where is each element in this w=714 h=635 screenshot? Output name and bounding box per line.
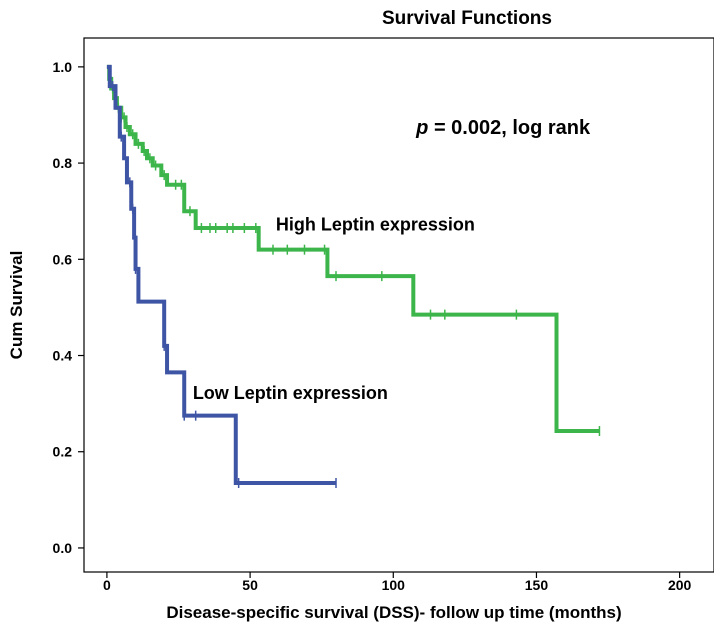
y-tick-label: 0.4 [53,348,73,364]
survival-curve-low [106,64,336,485]
x-tick-label: 200 [668,577,692,593]
x-axis-label: Disease-specific survival (DSS)- follow … [166,603,621,622]
chart-title: Survival Functions [382,8,552,29]
annotation-high-leptin: High Leptin expression [276,214,475,234]
y-tick-label: 0.0 [53,540,73,556]
series-low-leptin [106,64,337,488]
annotation-layer: High Leptin expression Low Leptin express… [193,117,591,403]
y-tick-label: 0.6 [53,251,73,267]
x-axis: 0 50 100 150 200 [103,572,692,593]
p-value-annotation: p = 0.002, log rank [415,117,591,139]
x-tick-label: 100 [382,577,406,593]
y-axis-label: Cum Survival [7,251,26,360]
series-layer [106,64,601,488]
plot-frame [83,37,714,573]
p-value-text: = 0.002, log rank [428,117,591,139]
y-tick-label: 0.2 [53,444,73,460]
y-tick-label: 0.8 [53,155,73,171]
y-axis: 0.0 0.2 0.4 0.6 0.8 1.0 [53,59,84,556]
y-tick-label: 1.0 [53,59,73,75]
x-tick-label: 50 [242,577,258,593]
p-symbol: p [415,117,428,139]
x-tick-label: 150 [525,577,549,593]
annotation-low-leptin: Low Leptin expression [193,383,388,403]
x-tick-label: 0 [103,577,111,593]
